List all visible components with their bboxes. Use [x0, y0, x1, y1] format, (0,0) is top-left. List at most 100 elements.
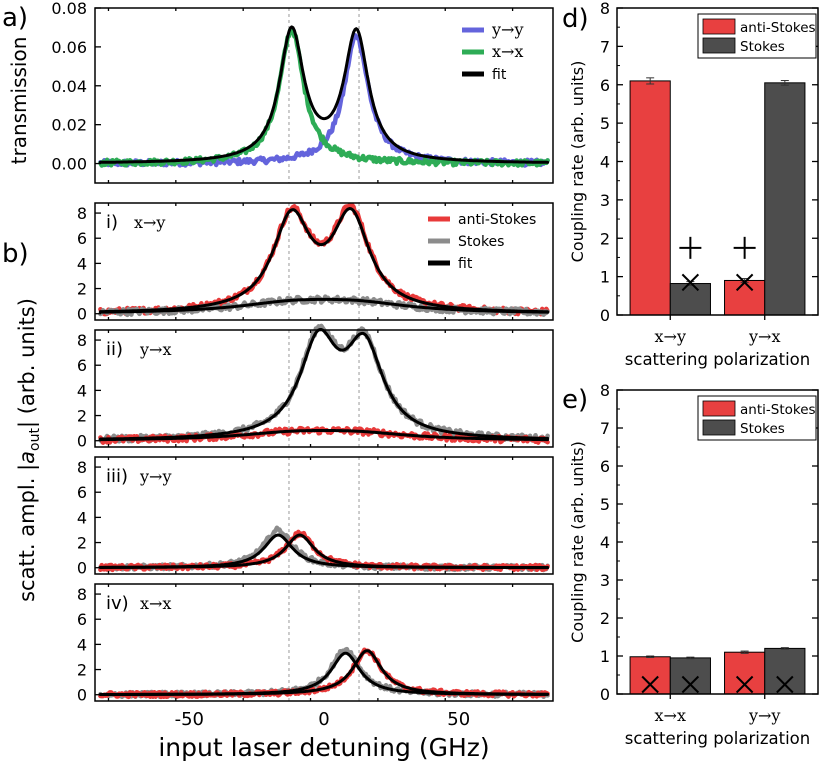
y-tick-label: 1 — [600, 647, 610, 666]
bar-antistokes — [629, 80, 671, 316]
y-axis-label: Coupling rate (arb. units) — [568, 61, 587, 263]
panel-e: x→x y→y 0 1 2 3 4 5 6 7 8 anti-Stokes Stokes e) Coupli… — [562, 381, 819, 748]
panel-b3: 0 2 4 6 8 iii) y→y — [77, 456, 554, 578]
x-axis-label: scattering polarization — [625, 729, 810, 748]
legend-label: anti-Stokes — [740, 20, 816, 36]
label-part: | (arb. units) — [15, 298, 40, 428]
cross-marker — [641, 675, 659, 694]
legend-swatch — [702, 37, 736, 54]
legend-label: Stokes — [458, 234, 504, 250]
bar-stokes — [669, 283, 711, 316]
panel-label: d) — [562, 4, 589, 34]
y-tick-label: 3 — [600, 191, 610, 210]
legend-swatch — [702, 419, 736, 436]
y-tick-label: 2 — [600, 609, 610, 628]
panel-d: x→y y→x 0 1 2 3 4 5 6 7 8 anti-Stokes Stokes d) Coupli… — [562, 0, 819, 369]
y-tick-label: 4 — [77, 381, 87, 400]
y-tick-label: 1 — [600, 268, 610, 287]
bar-stokes — [764, 647, 806, 695]
y-tick-label: 8 — [77, 458, 87, 477]
panel-a: 0.00 0.02 0.04 0.06 0.08 y→y x→x fit a) transmiss… — [2, 0, 554, 184]
y-tick-label: 7 — [600, 37, 610, 56]
y-tick-label: 6 — [77, 229, 87, 248]
y-tick-label: 8 — [77, 585, 87, 604]
plot-frame — [94, 202, 554, 321]
y-tick-label: 2 — [77, 280, 87, 299]
series-fit-line — [98, 649, 550, 696]
y-tick-label: 0 — [600, 685, 610, 704]
legend-label: fit — [458, 256, 473, 272]
polarization-label: x→y — [134, 213, 165, 232]
polarization-label: y→y — [139, 467, 171, 486]
y-tick-label: 3 — [600, 571, 610, 590]
y-tick-label: 0.00 — [51, 155, 87, 174]
y-tick-label: 4 — [77, 635, 87, 654]
y-axis-label: transmission — [7, 37, 31, 165]
plot-frame — [94, 7, 554, 184]
y-tick-label: 0.08 — [51, 0, 87, 18]
polarization-label: y→x — [139, 340, 171, 359]
y-tick-label: 0 — [600, 306, 610, 325]
panel-b4: 0 2 4 6 8 -50 0 50 iv) x→x input laser detuning (G… — [77, 583, 554, 762]
x-tick-label: 0 — [318, 709, 329, 730]
sub-panel-label: i) — [106, 212, 118, 233]
series-yy-line — [98, 32, 550, 168]
y-tick-label: 4 — [77, 508, 87, 527]
y-tick-label: 6 — [77, 483, 87, 502]
legend-label: anti-Stokes — [740, 402, 816, 418]
y-tick-label: 6 — [77, 610, 87, 629]
sub-panel-label: ii) — [106, 339, 123, 360]
bar-stokes — [669, 657, 711, 695]
legend-label: fit — [492, 67, 507, 83]
x-axis-label: input laser detuning (GHz) — [158, 733, 489, 762]
legend-label: Stokes — [740, 39, 785, 55]
label-part: scatt. ampl. | — [15, 464, 40, 602]
bar-antistokes — [724, 651, 766, 695]
panel-label: b) — [2, 239, 29, 269]
y-tick-label: 4 — [600, 533, 610, 552]
y-tick-label: 6 — [600, 457, 610, 476]
label-subscript: out — [27, 428, 43, 451]
plot-frame — [94, 583, 554, 702]
category-label: x→x — [655, 706, 686, 725]
cross-marker — [681, 675, 700, 694]
bar-antistokes — [724, 279, 766, 316]
category-label: x→y — [655, 327, 686, 346]
legend: anti-Stokes Stokes — [697, 395, 817, 441]
y-tick-label: 6 — [77, 356, 87, 375]
panel-b1: 0 2 4 6 8 i) x→y anti-Stokes Stokes fit b) — [2, 202, 554, 324]
y-tick-label: 0.02 — [51, 116, 87, 135]
bar-antistokes — [629, 656, 671, 695]
series-fit-line — [98, 25, 550, 164]
y-tick-label: 0.06 — [51, 38, 87, 57]
sub-panel-label: iv) — [106, 593, 129, 614]
y-tick-label: 7 — [600, 419, 610, 438]
legend-label: anti-Stokes — [458, 212, 536, 228]
y-tick-label: 4 — [600, 153, 610, 172]
y-axis-label: Coupling rate (arb. units) — [568, 441, 587, 643]
category-label: y→x — [748, 327, 780, 346]
y-tick-label: 2 — [77, 407, 87, 426]
series-xx-line — [98, 27, 550, 168]
y-tick-label: 2 — [77, 534, 87, 553]
y-tick-label: 8 — [600, 0, 610, 18]
x-axis-label: scattering polarization — [625, 350, 810, 369]
x-tick-label: -50 — [175, 709, 204, 730]
series-fit-line — [98, 429, 550, 442]
category-label: y→y — [748, 706, 780, 725]
y-tick-label: 0 — [77, 559, 87, 578]
legend-swatch — [702, 400, 736, 417]
polarization-label: x→x — [140, 594, 171, 613]
plot-frame — [94, 456, 554, 575]
legend-label: y→y — [491, 20, 523, 39]
y-tick-label: 0 — [77, 305, 87, 324]
cross-marker — [735, 273, 754, 292]
panel-b2: 0 2 4 6 8 ii) y→x — [77, 323, 554, 451]
cross-marker — [681, 273, 700, 292]
legend-label: x→x — [492, 42, 523, 61]
y-tick-label: 0 — [77, 686, 87, 705]
legend-label: Stokes — [740, 421, 785, 437]
y-tick-label: 8 — [77, 331, 87, 350]
y-tick-label: 5 — [600, 495, 610, 514]
